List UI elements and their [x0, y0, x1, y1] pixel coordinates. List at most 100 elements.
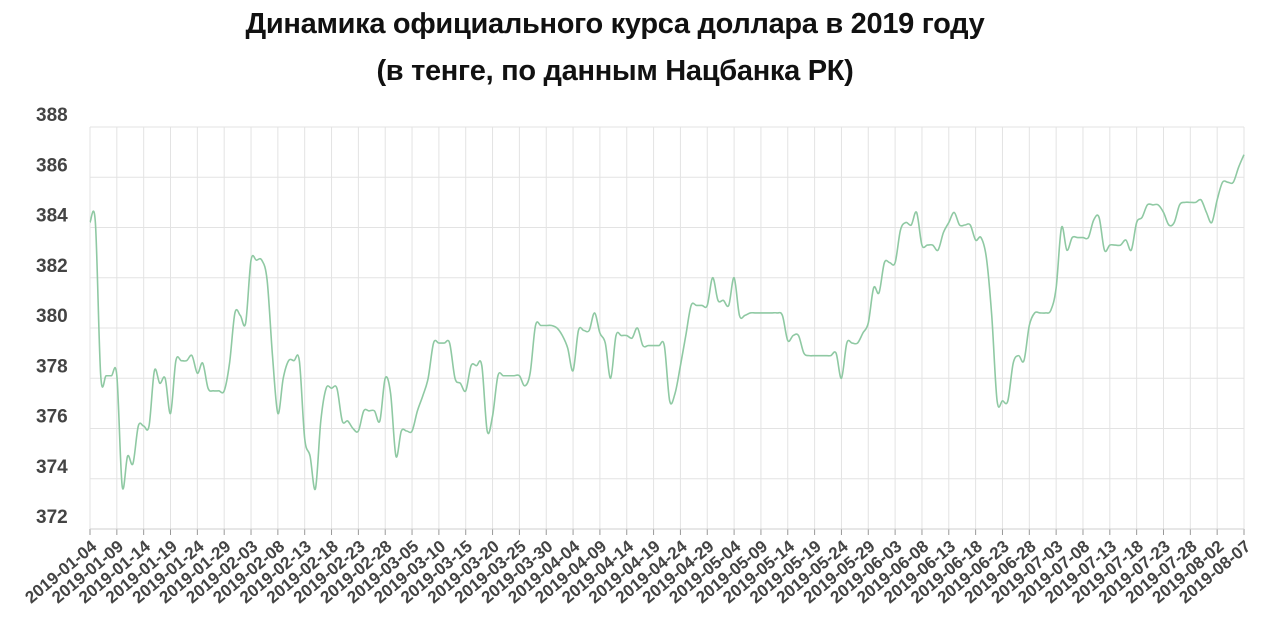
data-point	[105, 375, 107, 377]
data-point	[770, 312, 772, 314]
data-point	[94, 221, 96, 223]
data-point	[969, 224, 971, 226]
data-point	[722, 299, 724, 301]
data-point	[974, 239, 976, 241]
data-point	[754, 312, 756, 314]
data-point	[1205, 211, 1207, 213]
data-point	[685, 334, 687, 336]
data-point	[620, 334, 622, 336]
data-point	[1017, 354, 1019, 356]
data-point	[438, 342, 440, 344]
data-point	[282, 377, 284, 379]
data-point	[1173, 221, 1175, 223]
data-point	[824, 354, 826, 356]
data-point	[765, 312, 767, 314]
data-point	[728, 304, 730, 306]
data-point	[325, 387, 327, 389]
data-point	[556, 327, 558, 329]
data-point	[572, 370, 574, 372]
data-point	[142, 425, 144, 427]
data-point	[1200, 199, 1202, 201]
data-point	[513, 375, 515, 377]
data-point	[1178, 204, 1180, 206]
data-point	[405, 430, 407, 432]
data-point	[706, 304, 708, 306]
data-point	[320, 420, 322, 422]
data-point	[1028, 324, 1030, 326]
data-point	[1012, 362, 1014, 364]
data-point	[100, 375, 102, 377]
data-point	[357, 430, 359, 432]
data-point	[304, 437, 306, 439]
data-point	[1007, 400, 1009, 402]
data-point	[1044, 312, 1046, 314]
data-point	[250, 259, 252, 261]
data-point	[905, 221, 907, 223]
data-point	[1152, 204, 1154, 206]
data-point	[695, 304, 697, 306]
data-point	[218, 390, 220, 392]
data-point	[234, 312, 236, 314]
data-point	[717, 299, 719, 301]
data-point	[550, 324, 552, 326]
data-point	[631, 337, 633, 339]
data-point	[744, 314, 746, 316]
data-point	[1082, 236, 1084, 238]
data-point	[964, 224, 966, 226]
data-point	[609, 377, 611, 379]
data-point	[668, 400, 670, 402]
data-point	[540, 324, 542, 326]
data-point	[1109, 244, 1111, 246]
data-point	[497, 375, 499, 377]
data-point	[567, 347, 569, 349]
data-point	[1039, 312, 1041, 314]
data-point	[330, 387, 332, 389]
data-point	[674, 392, 676, 394]
data-point	[336, 387, 338, 389]
data-point	[835, 352, 837, 354]
data-point	[872, 287, 874, 289]
data-point	[202, 362, 204, 364]
data-point	[255, 259, 257, 261]
data-point	[926, 244, 928, 246]
data-point	[658, 344, 660, 346]
data-point	[432, 342, 434, 344]
data-point	[749, 312, 751, 314]
data-point	[1232, 181, 1234, 183]
data-point	[1087, 236, 1089, 238]
data-point	[894, 261, 896, 263]
y-tick-label: 388	[36, 105, 68, 126]
data-point	[148, 425, 150, 427]
data-point	[840, 377, 842, 379]
data-point	[642, 344, 644, 346]
data-point	[1060, 226, 1062, 228]
data-point	[416, 410, 418, 412]
data-point	[309, 455, 311, 457]
data-point	[701, 304, 703, 306]
data-point	[411, 430, 413, 432]
data-point	[636, 327, 638, 329]
data-point	[781, 314, 783, 316]
data-point	[261, 259, 263, 261]
data-point	[615, 334, 617, 336]
data-point	[454, 377, 456, 379]
data-point	[1125, 239, 1127, 241]
data-point	[1135, 221, 1137, 223]
data-point	[448, 342, 450, 344]
data-point	[502, 375, 504, 377]
data-point	[400, 430, 402, 432]
data-point	[996, 400, 998, 402]
series-layer	[89, 154, 1245, 491]
data-point	[395, 455, 397, 457]
y-tick-label: 372	[36, 507, 68, 528]
data-point	[116, 375, 118, 377]
data-point	[244, 322, 246, 324]
data-point	[910, 224, 912, 226]
data-point	[792, 334, 794, 336]
data-point	[159, 382, 161, 384]
data-point	[1071, 236, 1073, 238]
data-point	[534, 324, 536, 326]
data-point	[733, 277, 735, 279]
chart-subtitle: (в тенге, по данным Нацбанка РК)	[376, 55, 854, 87]
